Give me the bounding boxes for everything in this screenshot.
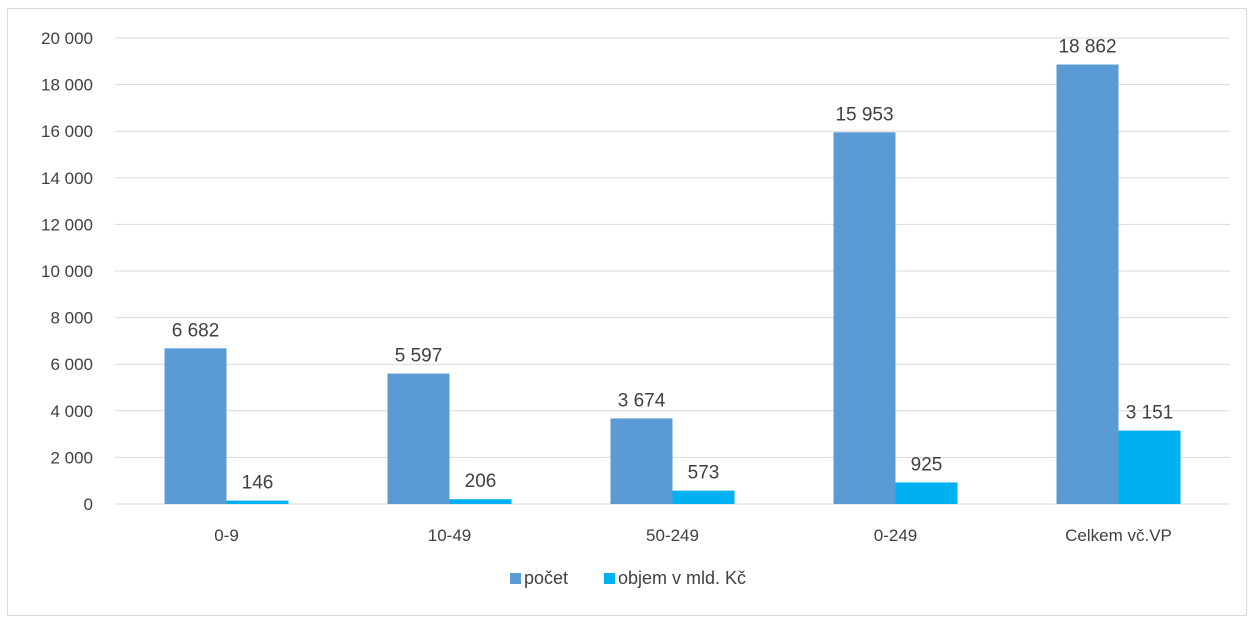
data-label: 3 151 xyxy=(1126,403,1174,424)
x-tick-label: 0-249 xyxy=(874,526,917,545)
data-label: 206 xyxy=(465,471,497,492)
y-tick-label: 18 000 xyxy=(41,76,93,95)
y-tick-label: 6 000 xyxy=(50,355,93,374)
y-tick-label: 14 000 xyxy=(41,169,93,188)
data-label: 15 953 xyxy=(835,104,893,125)
chart-frame xyxy=(7,8,1247,616)
bar-pocet xyxy=(164,348,227,504)
bar-objem xyxy=(672,490,735,504)
bar-pocet xyxy=(1056,64,1119,504)
y-axis: 0 2 000 4 000 6 000 8 000 10 000 12 000 14 000 1… xyxy=(41,29,93,514)
y-tick-label: 2 000 xyxy=(50,448,93,467)
x-tick-label: 10-49 xyxy=(428,526,471,545)
data-label: 6 682 xyxy=(172,320,220,341)
y-tick-label: 0 xyxy=(84,495,93,514)
x-tick-label: Celkem vč.VP xyxy=(1065,526,1172,545)
y-tick-label: 20 000 xyxy=(41,29,93,48)
x-tick-label: 50-249 xyxy=(646,526,699,545)
x-tick-label: 0-9 xyxy=(214,526,239,545)
bar-objem xyxy=(895,482,958,504)
data-label: 3 674 xyxy=(618,390,666,411)
bar-objem xyxy=(449,499,512,504)
legend-label: objem v mld. Kč xyxy=(618,568,746,588)
y-tick-label: 10 000 xyxy=(41,262,93,281)
data-label: 573 xyxy=(688,463,720,484)
bar-objem xyxy=(226,500,289,504)
y-tick-label: 16 000 xyxy=(41,122,93,141)
legend-swatch xyxy=(510,573,521,584)
y-tick-label: 4 000 xyxy=(50,402,93,421)
bars: 6 682 146 5 597 206 3 674 573 15 953 925 18 862 3… xyxy=(164,37,1181,504)
gridlines xyxy=(115,37,1230,505)
bar-pocet xyxy=(387,373,450,504)
legend: počet objem v mld. Kč xyxy=(510,568,746,588)
bar-objem xyxy=(1118,430,1181,504)
data-label: 5 597 xyxy=(395,346,443,367)
x-axis: 0-9 10-49 50-249 0-249 Celkem vč.VP xyxy=(214,526,1172,545)
bar-pocet xyxy=(610,418,673,504)
data-label: 18 862 xyxy=(1058,37,1116,58)
legend-swatch xyxy=(604,573,615,584)
y-tick-label: 8 000 xyxy=(50,309,93,328)
y-tick-label: 12 000 xyxy=(41,215,93,234)
bar-pocet xyxy=(833,132,896,504)
data-label: 925 xyxy=(911,454,943,475)
data-label: 146 xyxy=(242,473,274,494)
legend-label: počet xyxy=(524,568,568,588)
